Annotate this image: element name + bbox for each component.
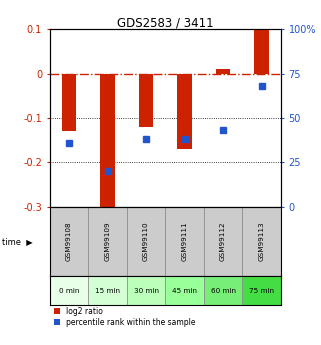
Text: 30 min: 30 min <box>134 288 159 294</box>
Bar <box>216 69 230 74</box>
Text: 60 min: 60 min <box>211 288 236 294</box>
Bar <box>100 74 115 216</box>
Text: GSM99112: GSM99112 <box>220 222 226 262</box>
Bar <box>254 29 269 74</box>
Bar <box>204 207 242 276</box>
Bar <box>127 207 165 276</box>
Bar <box>242 207 281 276</box>
Text: 0 min: 0 min <box>59 288 79 294</box>
Legend: log2 ratio, percentile rank within the sample: log2 ratio, percentile rank within the s… <box>54 307 195 327</box>
Text: 75 min: 75 min <box>249 288 274 294</box>
Bar <box>127 276 165 305</box>
Text: GSM99109: GSM99109 <box>105 222 110 262</box>
Text: GSM99108: GSM99108 <box>66 222 72 262</box>
Bar <box>242 276 281 305</box>
Bar <box>165 276 204 305</box>
Text: 15 min: 15 min <box>95 288 120 294</box>
Bar <box>62 74 76 131</box>
Text: GSM99113: GSM99113 <box>259 222 265 262</box>
Bar <box>165 207 204 276</box>
Bar <box>204 276 242 305</box>
Bar <box>177 74 192 149</box>
Bar <box>50 207 88 276</box>
Text: GSM99111: GSM99111 <box>182 222 187 262</box>
Bar <box>139 74 153 127</box>
Bar <box>50 276 88 305</box>
Text: 45 min: 45 min <box>172 288 197 294</box>
Text: GSM99110: GSM99110 <box>143 222 149 262</box>
Text: time  ▶: time ▶ <box>2 237 32 246</box>
Title: GDS2583 / 3411: GDS2583 / 3411 <box>117 16 214 29</box>
Bar <box>88 207 127 276</box>
Bar <box>88 276 127 305</box>
